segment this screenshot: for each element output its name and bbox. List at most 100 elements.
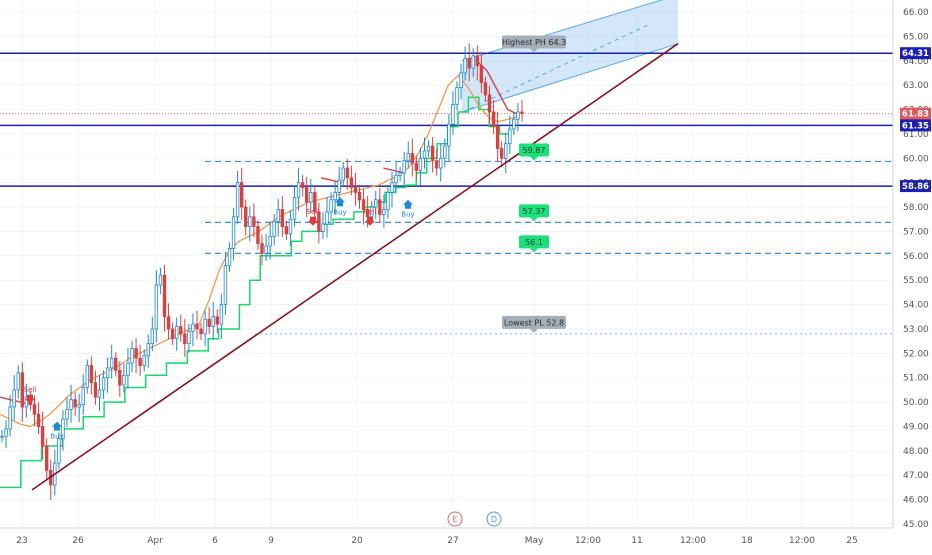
candle-body: [276, 209, 280, 223]
candle: [24, 383, 29, 418]
price-scale-label: 61.83: [900, 107, 931, 120]
buy-signal: Buy: [333, 197, 347, 216]
candle: [479, 52, 484, 94]
event-marker: D: [486, 511, 502, 527]
candle: [361, 189, 366, 225]
candle: [471, 48, 475, 78]
candle-body: [219, 304, 224, 325]
price-label-text: 61.83: [902, 110, 929, 120]
candle-body: [406, 153, 410, 162]
candle-body: [374, 199, 378, 208]
candle: [69, 384, 73, 423]
buy-arrow-icon: [335, 197, 345, 207]
candle: [495, 111, 500, 162]
candle: [134, 337, 138, 374]
x-tick-label: 12:00: [680, 536, 706, 546]
y-tick-label: 52.00: [903, 349, 929, 359]
candle: [8, 395, 12, 437]
candle: [93, 370, 98, 405]
candle: [353, 172, 358, 206]
candle: [390, 172, 394, 208]
candle-body: [512, 118, 516, 130]
candle: [179, 314, 183, 342]
candle-body: [8, 406, 12, 430]
candle-body: [483, 82, 488, 96]
candle: [309, 179, 313, 213]
price-label-text: 61.35: [902, 121, 929, 131]
pivot-badge-green: 56.1: [519, 235, 549, 253]
candle-body: [187, 330, 191, 344]
candle-body: [142, 355, 146, 366]
y-tick-label: 48.00: [903, 447, 929, 457]
candle: [455, 81, 459, 111]
candle-body: [81, 387, 85, 405]
candle: [272, 214, 276, 246]
candle: [101, 370, 106, 399]
candle: [483, 76, 488, 101]
candle: [252, 203, 256, 238]
candle-body: [467, 57, 471, 69]
candle-body: [386, 192, 390, 210]
candle: [463, 46, 467, 81]
candle-body: [231, 216, 236, 249]
candle-body: [426, 145, 431, 152]
candle-body: [280, 209, 285, 227]
y-tick-label: 60.00: [903, 154, 929, 164]
candle-body: [256, 226, 260, 245]
candle: [337, 166, 341, 203]
candle-body: [16, 372, 20, 391]
candle: [146, 334, 150, 368]
candle: [36, 402, 41, 435]
candle: [459, 63, 463, 100]
candle: [73, 392, 77, 416]
badge-box: [502, 315, 566, 329]
candle-body: [215, 316, 220, 325]
buy-arrow-icon: [403, 199, 413, 209]
candle-body: [126, 362, 130, 376]
candle-body: [93, 382, 98, 398]
badge-box: [519, 235, 549, 249]
candle-body: [162, 274, 167, 318]
regression-channel: [462, 0, 678, 112]
badge-box: [519, 204, 549, 218]
y-tick-label: 63.00: [903, 81, 929, 91]
candle-body: [345, 167, 350, 179]
y-tick-label: 64.00: [903, 57, 929, 67]
candle-body: [463, 57, 467, 74]
sell-arrow-icon: [308, 216, 318, 226]
candle-body: [244, 206, 248, 227]
buy-signal: Buy: [401, 199, 415, 219]
candle-body: [150, 328, 155, 344]
candle-body: [195, 323, 199, 330]
candle: [434, 148, 439, 176]
candle: [313, 186, 317, 219]
candle-body: [191, 323, 195, 332]
candle: [512, 113, 516, 136]
candle: [487, 85, 492, 124]
candle-body: [154, 284, 159, 330]
candle-body: [520, 111, 524, 115]
candle: [268, 221, 272, 260]
candle: [280, 196, 285, 238]
candle: [244, 199, 248, 236]
candle-body: [158, 274, 163, 286]
badge-pointer: [530, 48, 538, 53]
candle: [422, 137, 427, 169]
signal-label: Sell: [307, 208, 320, 216]
badge-box: [502, 35, 566, 49]
candle-body: [422, 150, 427, 159]
candle: [394, 161, 398, 194]
badge-text: Highest PH 64.3: [502, 38, 566, 47]
y-tick-label: 61.00: [903, 130, 929, 140]
candle-body: [333, 192, 337, 201]
y-tick-label: 57.00: [903, 227, 929, 237]
candle: [195, 310, 199, 340]
candle: [418, 147, 423, 186]
candle-body: [495, 126, 500, 149]
candle-body: [361, 199, 366, 210]
candle: [85, 359, 90, 394]
candle-body: [439, 157, 443, 169]
candle-body: [239, 182, 244, 208]
candle-body: [207, 318, 211, 327]
